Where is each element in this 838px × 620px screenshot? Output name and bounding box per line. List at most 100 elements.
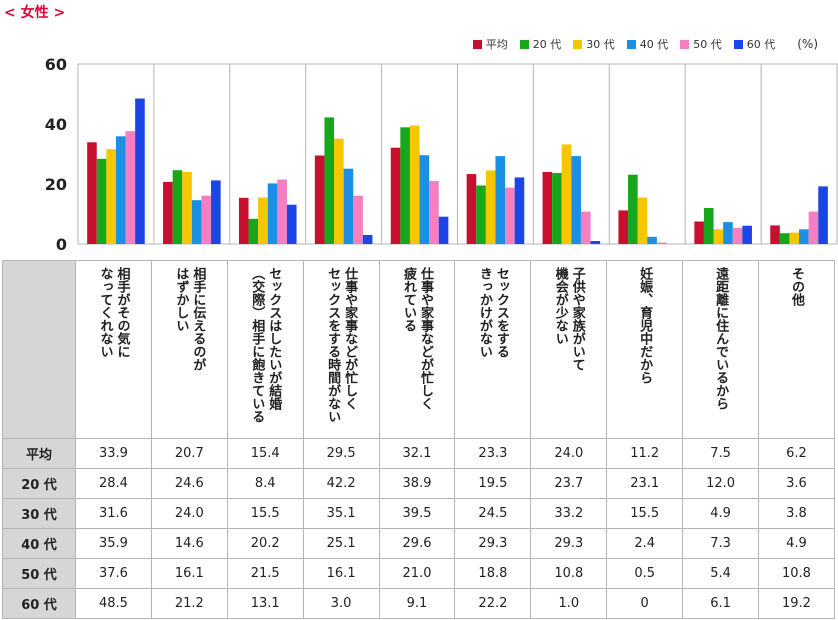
table-row: 60 代 48.5 21.2 13.1 3.0 9.1 22.2 1.0 0 6.1 19.2 bbox=[2, 588, 835, 619]
bar bbox=[580, 211, 591, 244]
table-row: 40 代 35.9 14.6 20.2 25.1 29.6 29.3 29.3 2.4 7.3 4.… bbox=[2, 528, 835, 559]
bar bbox=[248, 218, 259, 244]
legend-swatch bbox=[626, 39, 636, 49]
category-label: 遠距離に住んでいるから bbox=[713, 267, 729, 410]
bar bbox=[505, 187, 515, 244]
legend-label: 20 代 bbox=[532, 38, 562, 51]
table-cell: 11.2 bbox=[606, 438, 684, 469]
bar bbox=[334, 138, 344, 244]
category-label: セックスはしたいが結婚 （交際）相手に飽きている bbox=[249, 267, 282, 423]
table-cell: 13.1 bbox=[226, 588, 304, 619]
bar bbox=[115, 136, 126, 244]
column-header: 子供や家族がいて 機会が少ない bbox=[530, 260, 608, 439]
bar bbox=[732, 227, 743, 244]
table-cell: 31.6 bbox=[75, 498, 152, 529]
legend-item: 20 代 bbox=[519, 36, 562, 52]
legend-label: 60 代 bbox=[746, 38, 776, 51]
table-cell: 24.6 bbox=[150, 468, 228, 499]
table-cell: 39.5 bbox=[378, 498, 456, 529]
bar bbox=[485, 170, 496, 244]
bar bbox=[590, 241, 601, 244]
bar bbox=[779, 233, 790, 244]
table-cell: 5.4 bbox=[682, 558, 760, 589]
category-label: 仕事や家事などが忙しく 疲れている bbox=[401, 267, 433, 410]
bar bbox=[258, 197, 268, 244]
category-label: セックスをする きっかけがない bbox=[476, 267, 509, 358]
table-cell: 12.0 bbox=[682, 468, 760, 499]
table-cell: 32.1 bbox=[378, 438, 456, 469]
table-cell: 29.6 bbox=[378, 528, 456, 559]
bar bbox=[267, 183, 278, 244]
table-cell: 21.0 bbox=[378, 558, 456, 589]
legend-swatch bbox=[733, 39, 743, 49]
legend-item: 60 代 bbox=[733, 36, 776, 52]
category-label: 子供や家族がいて 機会が少ない bbox=[552, 267, 585, 371]
bar bbox=[542, 172, 553, 244]
table-cell: 18.8 bbox=[454, 558, 532, 589]
legend-item: 平均 bbox=[472, 36, 508, 52]
bar-chart: 0 20 40 60 bbox=[45, 55, 838, 254]
table-cell: 0 bbox=[606, 588, 684, 619]
table-cell: 0.5 bbox=[606, 558, 684, 589]
table-corner bbox=[2, 260, 76, 439]
table-cell: 16.1 bbox=[302, 558, 380, 589]
table-cell: 21.5 bbox=[226, 558, 304, 589]
table-cell: 3.0 bbox=[302, 588, 380, 619]
row-label: 平均 bbox=[2, 438, 76, 469]
bar bbox=[191, 200, 202, 244]
bar bbox=[172, 170, 183, 244]
category-label: 相手がその気に なってくれない bbox=[97, 267, 130, 358]
legend-swatch bbox=[573, 39, 583, 49]
row-label: 50 代 bbox=[2, 558, 76, 589]
bar bbox=[656, 242, 667, 244]
bar bbox=[277, 179, 287, 244]
bar bbox=[770, 225, 780, 244]
column-header: セックスはしたいが結婚 （交際）相手に飽きている bbox=[226, 260, 304, 439]
bar bbox=[571, 156, 581, 244]
column-header: 仕事や家事などが忙しく セックスをする時間がない bbox=[302, 260, 380, 439]
table-cell: 14.6 bbox=[150, 528, 228, 559]
bar bbox=[808, 211, 819, 244]
table-cell: 20.2 bbox=[226, 528, 304, 559]
table-cell: 29.5 bbox=[302, 438, 380, 469]
table-cell: 16.1 bbox=[150, 558, 228, 589]
table-cell: 23.7 bbox=[530, 468, 608, 499]
bar bbox=[125, 131, 136, 244]
bar bbox=[818, 186, 828, 244]
column-header: 相手がその気に なってくれない bbox=[75, 260, 152, 439]
table-cell: 24.0 bbox=[150, 498, 228, 529]
bar bbox=[343, 168, 354, 244]
table-cell: 38.9 bbox=[378, 468, 456, 499]
bar bbox=[476, 185, 486, 244]
legend-item: 30 代 bbox=[573, 36, 615, 52]
table-row: 30 代 31.6 24.0 15.5 35.1 39.5 24.5 33.2 15.5 4.9 3… bbox=[2, 498, 835, 529]
table-cell: 21.2 bbox=[150, 588, 228, 619]
table-cell: 19.5 bbox=[454, 468, 532, 499]
table-cell: 3.8 bbox=[758, 498, 835, 529]
table-cell: 22.2 bbox=[454, 588, 532, 619]
table-row: 20 代 28.4 24.6 8.4 42.2 38.9 19.5 23.7 23.1 12.0 3… bbox=[2, 468, 835, 499]
table-cell: 6.1 bbox=[682, 588, 760, 619]
bar bbox=[419, 155, 430, 244]
row-label: 20 代 bbox=[2, 468, 76, 499]
table-cell: 25.1 bbox=[302, 528, 380, 559]
legend-label: 30 代 bbox=[586, 38, 615, 51]
bar bbox=[514, 177, 525, 244]
row-label: 40 代 bbox=[2, 528, 76, 559]
legend-swatch bbox=[472, 39, 482, 49]
table-cell: 33.9 bbox=[75, 438, 152, 469]
legend-label: 平均 bbox=[485, 38, 508, 51]
chart-legend: 平均 20 代 30 代 40 代 50 代 60 代 (%) bbox=[461, 36, 818, 52]
table-cell: 6.2 bbox=[758, 438, 835, 469]
bar bbox=[799, 229, 809, 244]
table-cell: 23.3 bbox=[454, 438, 532, 469]
legend-item: 50 代 bbox=[680, 36, 722, 52]
bar bbox=[618, 210, 629, 244]
bar bbox=[353, 195, 363, 244]
bar bbox=[409, 125, 420, 244]
column-header: その他 bbox=[758, 260, 835, 439]
column-header: セックスをする きっかけがない bbox=[454, 260, 532, 439]
legend-swatch bbox=[680, 39, 690, 49]
table-cell: 20.7 bbox=[150, 438, 228, 469]
table-cell: 10.8 bbox=[758, 558, 835, 589]
